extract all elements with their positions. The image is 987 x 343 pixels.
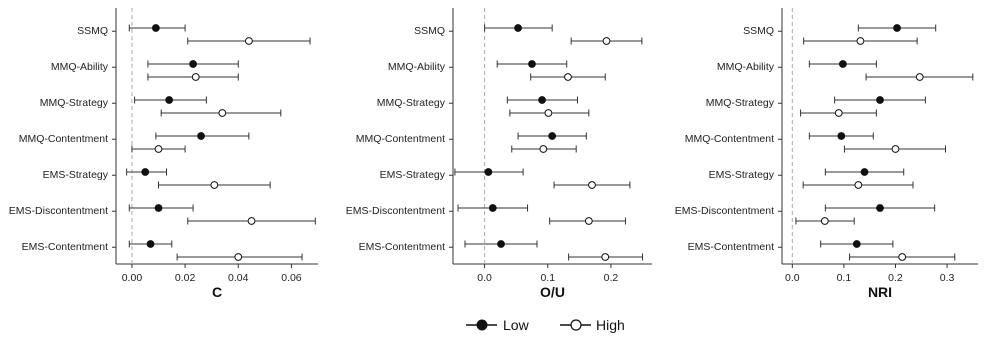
point-high (544, 109, 553, 117)
category-label: SSMQ (77, 25, 108, 37)
point-low (146, 240, 155, 248)
point-low (197, 132, 205, 140)
category-label: SSMQ (743, 25, 774, 37)
point-low (528, 60, 536, 68)
point-high (854, 181, 863, 189)
category-label: EMS-Strategy (43, 169, 109, 181)
category-label: EMS-Contentment (359, 241, 445, 253)
x-tick-label: 0.0 (477, 272, 492, 284)
point-high (898, 253, 907, 261)
category-label: MMQ-Contentment (19, 133, 108, 145)
category-label: SSMQ (414, 25, 445, 37)
point-low (852, 240, 861, 248)
point-low (538, 96, 546, 104)
point-low (548, 132, 557, 140)
category-label: EMS-Strategy (709, 169, 775, 181)
point-high (244, 37, 253, 45)
point-high (218, 109, 227, 117)
legend-high-marker (570, 319, 582, 331)
point-low (876, 204, 884, 212)
point-low (165, 96, 174, 104)
category-label: MMQ-Ability (717, 61, 775, 73)
panel-ou: 0.0 0.1 0.2 O/U SSMQ MMQ-Ability MMQ-Strategy M… (346, 8, 652, 300)
point-high (588, 181, 596, 189)
point-high (915, 73, 924, 81)
point-low (838, 60, 847, 68)
category-label: EMS-Contentment (688, 241, 774, 253)
category-label: EMS-Discontentment (9, 205, 108, 217)
category-label: MMQ-Strategy (40, 97, 109, 109)
point-high (891, 145, 900, 153)
x-tick-label: 0.2 (888, 272, 903, 284)
x-tick-label: 0.1 (837, 272, 852, 284)
category-label: MMQ-Ability (51, 61, 109, 73)
point-low (189, 60, 197, 68)
x-tick-label: 0.3 (940, 272, 955, 284)
x-tick-label: 0.1 (540, 272, 555, 284)
panel-nri: 0.0 0.1 0.2 0.3 NRI SSMQ MMQ-Ability MMQ-Strate… (675, 8, 978, 300)
x-tick-label: 0.04 (228, 272, 249, 284)
point-high (210, 181, 219, 189)
point-high (856, 37, 865, 45)
point-low (154, 204, 163, 212)
point-low (876, 96, 884, 104)
point-high (247, 217, 256, 225)
point-high (154, 145, 163, 153)
point-low (484, 168, 493, 176)
point-high (191, 73, 200, 81)
point-high (234, 253, 243, 261)
point-low (488, 204, 497, 212)
legend-low-marker (476, 319, 488, 331)
x-tick-label: 0.06 (281, 272, 302, 284)
point-high (834, 109, 843, 117)
category-label: EMS-Discontentment (675, 205, 774, 217)
category-label: MMQ-Contentment (685, 133, 774, 145)
point-high (602, 37, 611, 45)
point-low (893, 24, 901, 32)
point-low (497, 240, 505, 248)
panel-c: 0.00 0.02 0.04 0.06 C SSMQ MMQ-Ability MMQ-Stra… (9, 8, 318, 300)
x-axis-label: NRI (868, 284, 892, 300)
x-tick-label: 0.2 (604, 272, 619, 284)
category-label: MMQ-Ability (388, 61, 446, 73)
x-axis-label: C (212, 284, 222, 300)
category-label: MMQ-Contentment (356, 133, 445, 145)
category-label: MMQ-Strategy (377, 97, 446, 109)
point-low (837, 132, 846, 140)
point-low (514, 24, 522, 32)
point-high (584, 217, 593, 225)
x-tick-label: 0.02 (175, 272, 196, 284)
point-low (141, 168, 150, 176)
category-label: MMQ-Strategy (706, 97, 775, 109)
point-low (151, 24, 160, 32)
point-high (564, 73, 572, 81)
point-high (820, 217, 829, 225)
legend-high-label: High (596, 317, 625, 333)
x-tick-label: 0.00 (122, 272, 143, 284)
point-low (860, 168, 869, 176)
category-label: EMS-Strategy (380, 169, 446, 181)
category-label: EMS-Contentment (22, 241, 108, 253)
x-axis-label: O/U (540, 284, 565, 300)
x-tick-label: 0.0 (785, 272, 800, 284)
point-high (539, 145, 548, 153)
legend: Low High (466, 317, 625, 333)
legend-low-label: Low (503, 317, 530, 333)
category-label: EMS-Discontentment (346, 205, 445, 217)
point-high (601, 253, 610, 261)
